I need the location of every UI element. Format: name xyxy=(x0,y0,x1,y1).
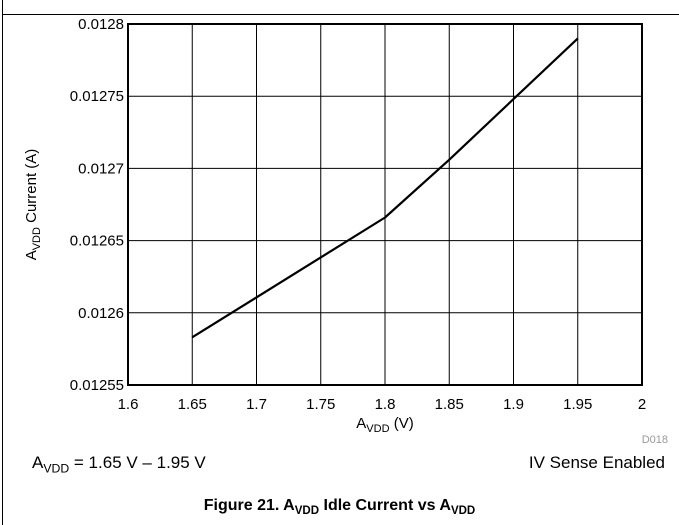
y-tick-label: 0.0126 xyxy=(78,305,124,322)
plot-area-frame xyxy=(127,23,643,386)
x-axis-label-main: A xyxy=(356,415,366,432)
condition-left-tail: = 1.65 V – 1.95 V xyxy=(69,453,206,472)
y-tick-label: 0.01255 xyxy=(70,377,124,394)
y-tick-labels: 0.01255 0.0126 0.01265 0.0127 0.01275 0.0128 xyxy=(70,16,124,394)
caption-prefix: Figure 21. A xyxy=(203,497,295,514)
condition-left-main: A xyxy=(32,453,44,472)
y-tick-label: 0.0127 xyxy=(78,160,124,177)
caption-sub-1: VDD xyxy=(294,505,320,518)
x-tick-label: 2 xyxy=(638,396,646,413)
x-tick-label: 1.6 xyxy=(118,396,139,413)
condition-sense-mode: IV Sense Enabled xyxy=(528,453,665,472)
page-border-top xyxy=(2,14,679,15)
series-layer xyxy=(191,37,579,339)
x-tick-label: 1.8 xyxy=(375,396,396,413)
y-tick-label: 0.01265 xyxy=(70,233,124,250)
x-tick-labels: 1.6 1.65 1.7 1.75 1.8 1.85 1.9 1.95 2 xyxy=(118,396,647,413)
x-tick-label: 1.85 xyxy=(435,396,464,413)
grid xyxy=(128,24,642,385)
page-border-left xyxy=(2,0,3,525)
y-tick-label: 0.0128 xyxy=(78,16,124,33)
x-tick-label: 1.65 xyxy=(178,396,207,413)
figure-code-label: D018 xyxy=(642,434,668,446)
x-axis-label-sub: VDD xyxy=(366,423,389,435)
caption-middle: Idle Current vs A xyxy=(319,497,451,514)
x-tick-label: 1.7 xyxy=(246,396,267,413)
figure-caption: Figure 21. AVDD Idle Current vs AVDD xyxy=(0,497,679,518)
condition-supply-range: AVDD = 1.65 V – 1.95 V xyxy=(32,453,206,476)
caption-sub-2: VDD xyxy=(450,505,476,518)
series-line xyxy=(191,37,579,339)
y-axis-label-tail: Current (A) xyxy=(23,149,40,227)
y-tick-label: 0.01275 xyxy=(70,88,124,105)
x-axis-label: AVDD (V) xyxy=(356,415,413,435)
line-chart: 1.6 1.65 1.7 1.75 1.8 1.85 1.9 1.95 2 0.012550.0… xyxy=(23,16,668,446)
x-axis-label-tail: (V) xyxy=(390,415,414,432)
y-axis-label-main: A xyxy=(23,250,40,260)
y-axis-label: AVDD Current (A) xyxy=(23,149,43,261)
condition-left-sub: VDD xyxy=(43,461,70,476)
y-axis-label-sub: VDD xyxy=(31,227,43,250)
x-tick-label: 1.75 xyxy=(306,396,335,413)
x-tick-label: 1.9 xyxy=(503,396,524,413)
x-tick-label: 1.95 xyxy=(563,396,592,413)
